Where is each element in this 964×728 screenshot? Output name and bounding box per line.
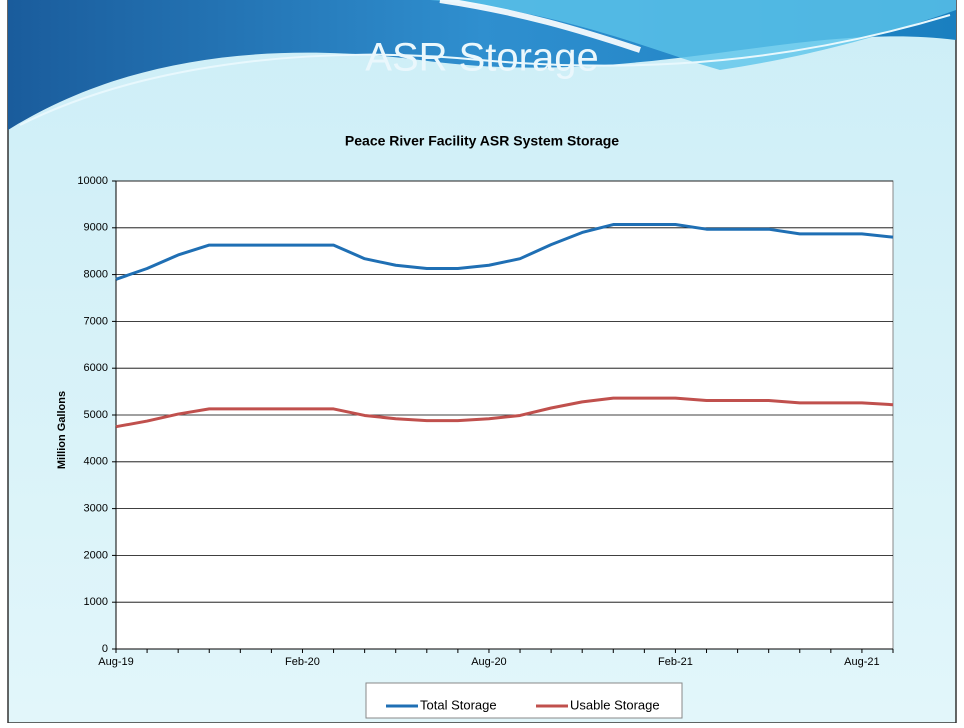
slide: ASR Storage Peace River Facility ASR Sys… — [0, 0, 964, 723]
y-tick-label: 2000 — [84, 549, 108, 561]
legend-label: Usable Storage — [570, 697, 660, 712]
y-axis-label: Million Gallons — [56, 391, 68, 469]
x-tick-label: Feb-20 — [285, 656, 320, 668]
y-tick-label: 6000 — [84, 362, 108, 374]
y-tick-label: 8000 — [84, 269, 108, 281]
slide-title: ASR Storage — [365, 36, 598, 80]
y-tick-label: 4000 — [84, 456, 108, 468]
y-tick-label: 5000 — [84, 409, 108, 421]
y-tick-label: 7000 — [84, 315, 108, 327]
legend-label: Total Storage — [420, 697, 497, 712]
y-tick-label: 10000 — [77, 175, 108, 187]
x-tick-label: Feb-21 — [658, 656, 693, 668]
y-tick-label: 9000 — [84, 222, 108, 234]
y-tick-label: 1000 — [84, 596, 108, 608]
chart-title: Peace River Facility ASR System Storage — [345, 133, 619, 149]
x-tick-label: Aug-21 — [844, 656, 879, 668]
y-tick-label: 0 — [102, 643, 108, 655]
x-tick-label: Aug-20 — [471, 656, 506, 668]
x-tick-label: Aug-19 — [98, 656, 133, 668]
y-tick-label: 3000 — [84, 503, 108, 515]
